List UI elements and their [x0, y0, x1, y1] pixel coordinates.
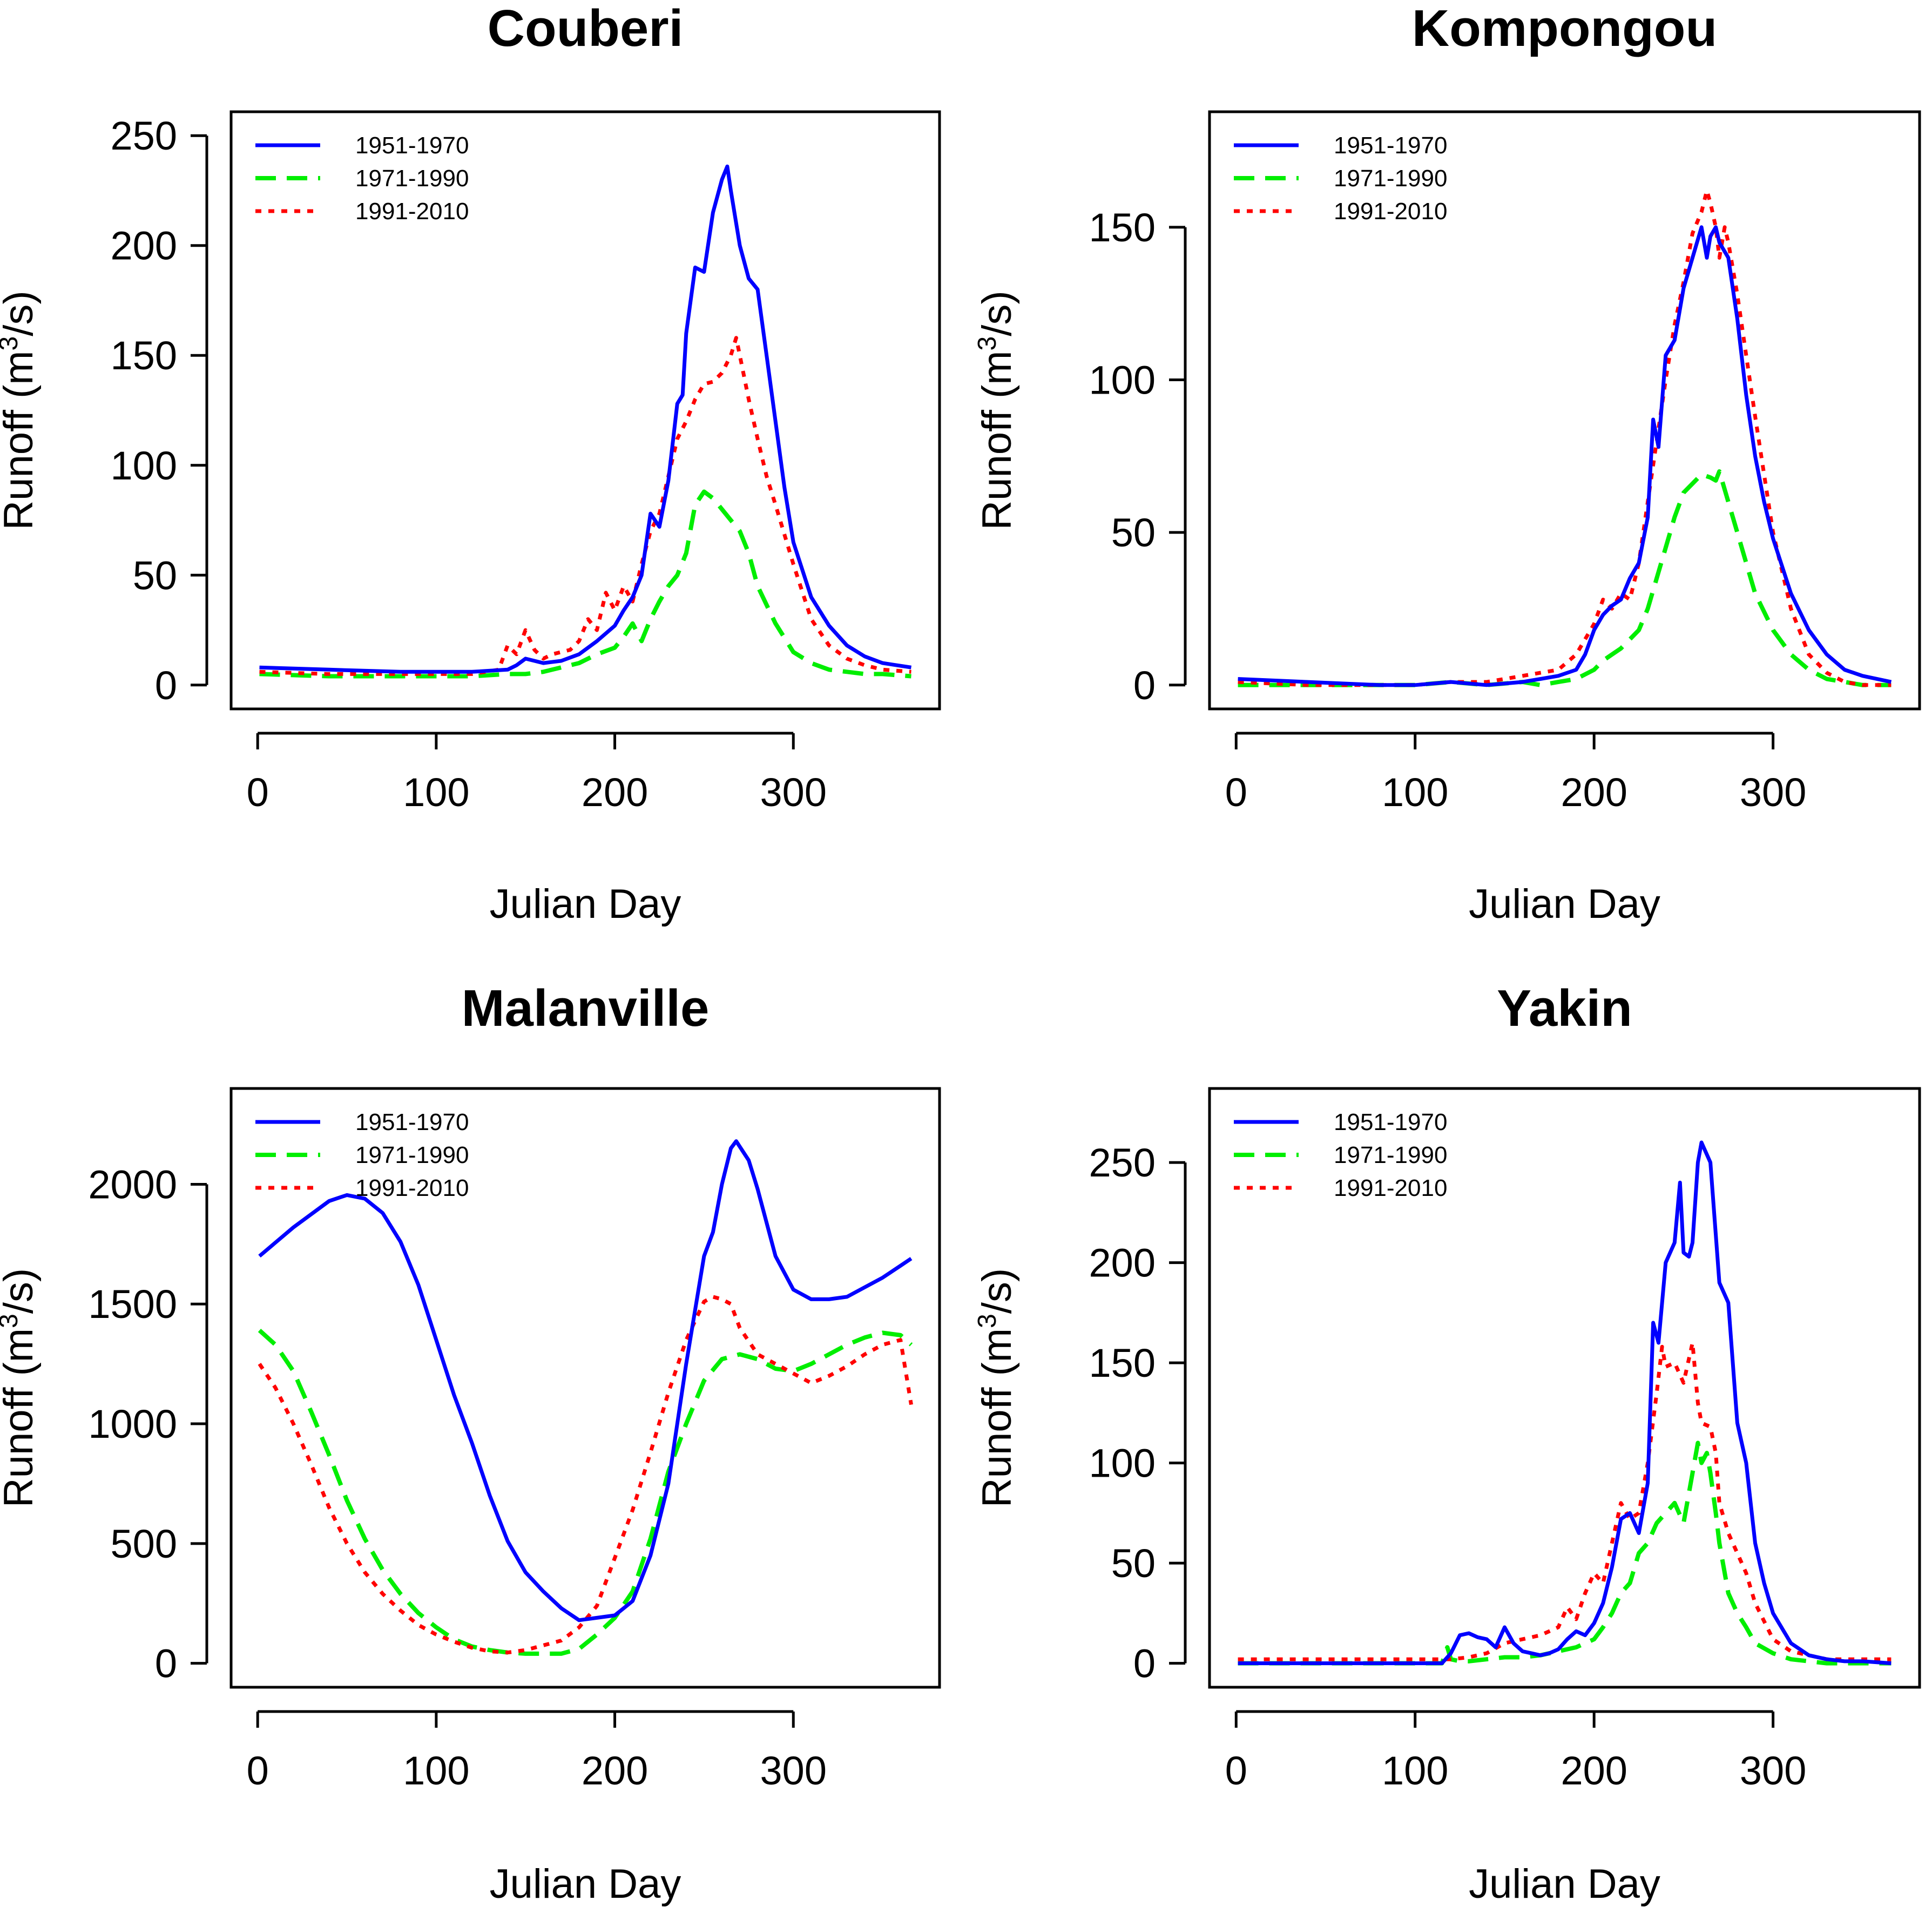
x-tick-label: 200 — [1561, 1748, 1627, 1793]
x-tick-label: 300 — [760, 770, 827, 815]
legend-label: 1991-2010 — [1334, 1175, 1447, 1201]
legend-label: 1991-2010 — [355, 198, 469, 225]
legend-label: 1971-1990 — [1334, 1142, 1447, 1168]
series-line-1991-2010 — [1238, 1341, 1892, 1661]
y-tick-label: 1000 — [88, 1402, 177, 1446]
y-tick-label: 50 — [1111, 1541, 1156, 1586]
legend-label: 1951-1970 — [1334, 1109, 1447, 1135]
legend-label: 1951-1970 — [1334, 132, 1447, 159]
y-axis-label: Runoff (m3/s) — [973, 290, 1020, 530]
series-line-1951-1970 — [258, 1139, 913, 1622]
x-tick-label: 0 — [247, 770, 269, 815]
panel-yakin: Yakin 0 100 200 300 0 50 100 150 200 250 Julian Day… — [973, 979, 1921, 1907]
plot-frame — [1208, 1087, 1921, 1689]
series-line-1971-1990 — [1238, 469, 1892, 687]
panel-malanville: Malanville 0 100 200 300 0 500 1000 1500 2000 Juli… — [0, 979, 941, 1907]
x-tick-label: 100 — [403, 770, 469, 815]
legend-label: 1991-2010 — [1334, 198, 1447, 225]
panel-couberi: Couberi 0 100 200 300 0 50 100 150 200 250 Julian D… — [0, 0, 941, 927]
series-line-1951-1970 — [259, 164, 912, 674]
plot-frame — [229, 110, 941, 711]
series-line-1971-1990 — [1238, 1440, 1892, 1666]
y-tick-label: 150 — [111, 333, 177, 378]
y-tick-label: 0 — [1133, 663, 1156, 708]
series-line-1951-1970 — [1238, 1140, 1892, 1666]
x-axis-label: Julian Day — [490, 1861, 681, 1907]
x-tick-label: 300 — [760, 1748, 827, 1793]
x-tick-label: 200 — [582, 1748, 648, 1793]
y-tick-label: 150 — [1089, 1341, 1156, 1385]
y-tick-label: 150 — [1089, 205, 1156, 250]
chart-title: Kompongou — [1412, 0, 1717, 57]
series-line-1951-1970 — [1238, 225, 1892, 687]
y-tick-label: 250 — [1089, 1140, 1156, 1185]
x-tick-label: 100 — [1382, 770, 1448, 815]
y-tick-label: 250 — [111, 113, 177, 158]
y-tick-label: 0 — [155, 1641, 177, 1686]
x-tick-label: 100 — [1382, 1748, 1448, 1793]
plot-frame — [1208, 110, 1921, 711]
y-tick-label: 50 — [133, 553, 177, 598]
y-axis-label: Runoff (m3/s) — [0, 1268, 42, 1507]
x-tick-label: 0 — [1225, 770, 1247, 815]
series-line-1991-2010 — [258, 1295, 913, 1655]
x-axis-label: Julian Day — [1469, 881, 1660, 927]
series-line-1991-2010 — [1238, 188, 1892, 687]
y-tick-label: 100 — [1089, 1441, 1156, 1486]
y-tick-label: 100 — [1089, 357, 1156, 402]
x-tick-label: 100 — [403, 1748, 469, 1793]
chart-title: Malanville — [462, 979, 710, 1037]
x-axis-label: Julian Day — [490, 881, 681, 927]
x-tick-label: 200 — [582, 770, 648, 815]
legend-label: 1971-1990 — [355, 1142, 469, 1168]
y-tick-label: 100 — [111, 443, 177, 488]
y-axis-label: Runoff (m3/s) — [0, 290, 42, 530]
y-axis-label: Runoff (m3/s) — [973, 1268, 1020, 1507]
legend-label: 1951-1970 — [355, 1109, 469, 1135]
chart-title: Yakin — [1497, 979, 1632, 1037]
y-tick-label: 0 — [155, 663, 177, 708]
x-tick-label: 200 — [1561, 770, 1627, 815]
x-tick-label: 300 — [1740, 1748, 1806, 1793]
y-tick-label: 2000 — [88, 1162, 177, 1207]
y-tick-label: 500 — [111, 1521, 177, 1566]
legend-label: 1991-2010 — [355, 1175, 469, 1201]
x-tick-label: 0 — [247, 1748, 269, 1793]
y-tick-label: 200 — [1089, 1241, 1156, 1286]
series-line-1971-1990 — [259, 489, 911, 679]
y-tick-label: 50 — [1111, 510, 1156, 555]
series-line-1971-1990 — [258, 1329, 913, 1656]
plot-frame — [229, 1087, 941, 1689]
legend-label: 1971-1990 — [1334, 165, 1447, 192]
panel-kompongou: Kompongou 0 100 200 300 0 50 100 150 Julian Day Ru… — [973, 0, 1921, 927]
x-axis-label: Julian Day — [1469, 1861, 1660, 1907]
x-tick-label: 300 — [1740, 770, 1806, 815]
legend-label: 1951-1970 — [355, 132, 469, 159]
x-tick-label: 0 — [1225, 1748, 1247, 1793]
legend-label: 1971-1990 — [355, 165, 469, 192]
series-line-1991-2010 — [259, 336, 911, 676]
y-tick-label: 200 — [111, 224, 177, 268]
y-tick-label: 0 — [1133, 1641, 1156, 1686]
y-tick-label: 1500 — [88, 1282, 177, 1327]
chart-title: Couberi — [488, 0, 684, 57]
